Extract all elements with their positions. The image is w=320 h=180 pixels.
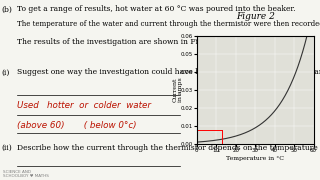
Y-axis label: Current
in amps: Current in amps: [172, 78, 183, 102]
Text: Used   hotter  or  colder  water: Used hotter or colder water: [17, 101, 151, 110]
Text: (b): (b): [2, 5, 13, 13]
Text: (above 60)       ( below 0°c): (above 60) ( below 0°c): [17, 121, 136, 130]
Text: (i): (i): [2, 68, 10, 76]
X-axis label: Temperature in °C: Temperature in °C: [226, 156, 284, 161]
Text: (ii): (ii): [2, 144, 12, 152]
Text: The results of the investigation are shown in ​Figure 2: The results of the investigation are sho…: [17, 38, 223, 46]
Text: The temperature of the water and current through the thermistor were then record: The temperature of the water and current…: [17, 20, 320, 28]
Text: Suggest one way the investigation could have been changed to give a wider range : Suggest one way the investigation could …: [17, 68, 320, 76]
Text: SCIENCE AND
SCHOOLBOY ♥ MATHS: SCIENCE AND SCHOOLBOY ♥ MATHS: [3, 170, 49, 178]
Text: Figure 2: Figure 2: [236, 12, 276, 21]
Text: To get a range of results, hot water at 60 °C was poured into the beaker.: To get a range of results, hot water at …: [17, 5, 295, 13]
Text: Describe how the current through the thermistor depends on the temperature of th: Describe how the current through the the…: [17, 144, 320, 152]
